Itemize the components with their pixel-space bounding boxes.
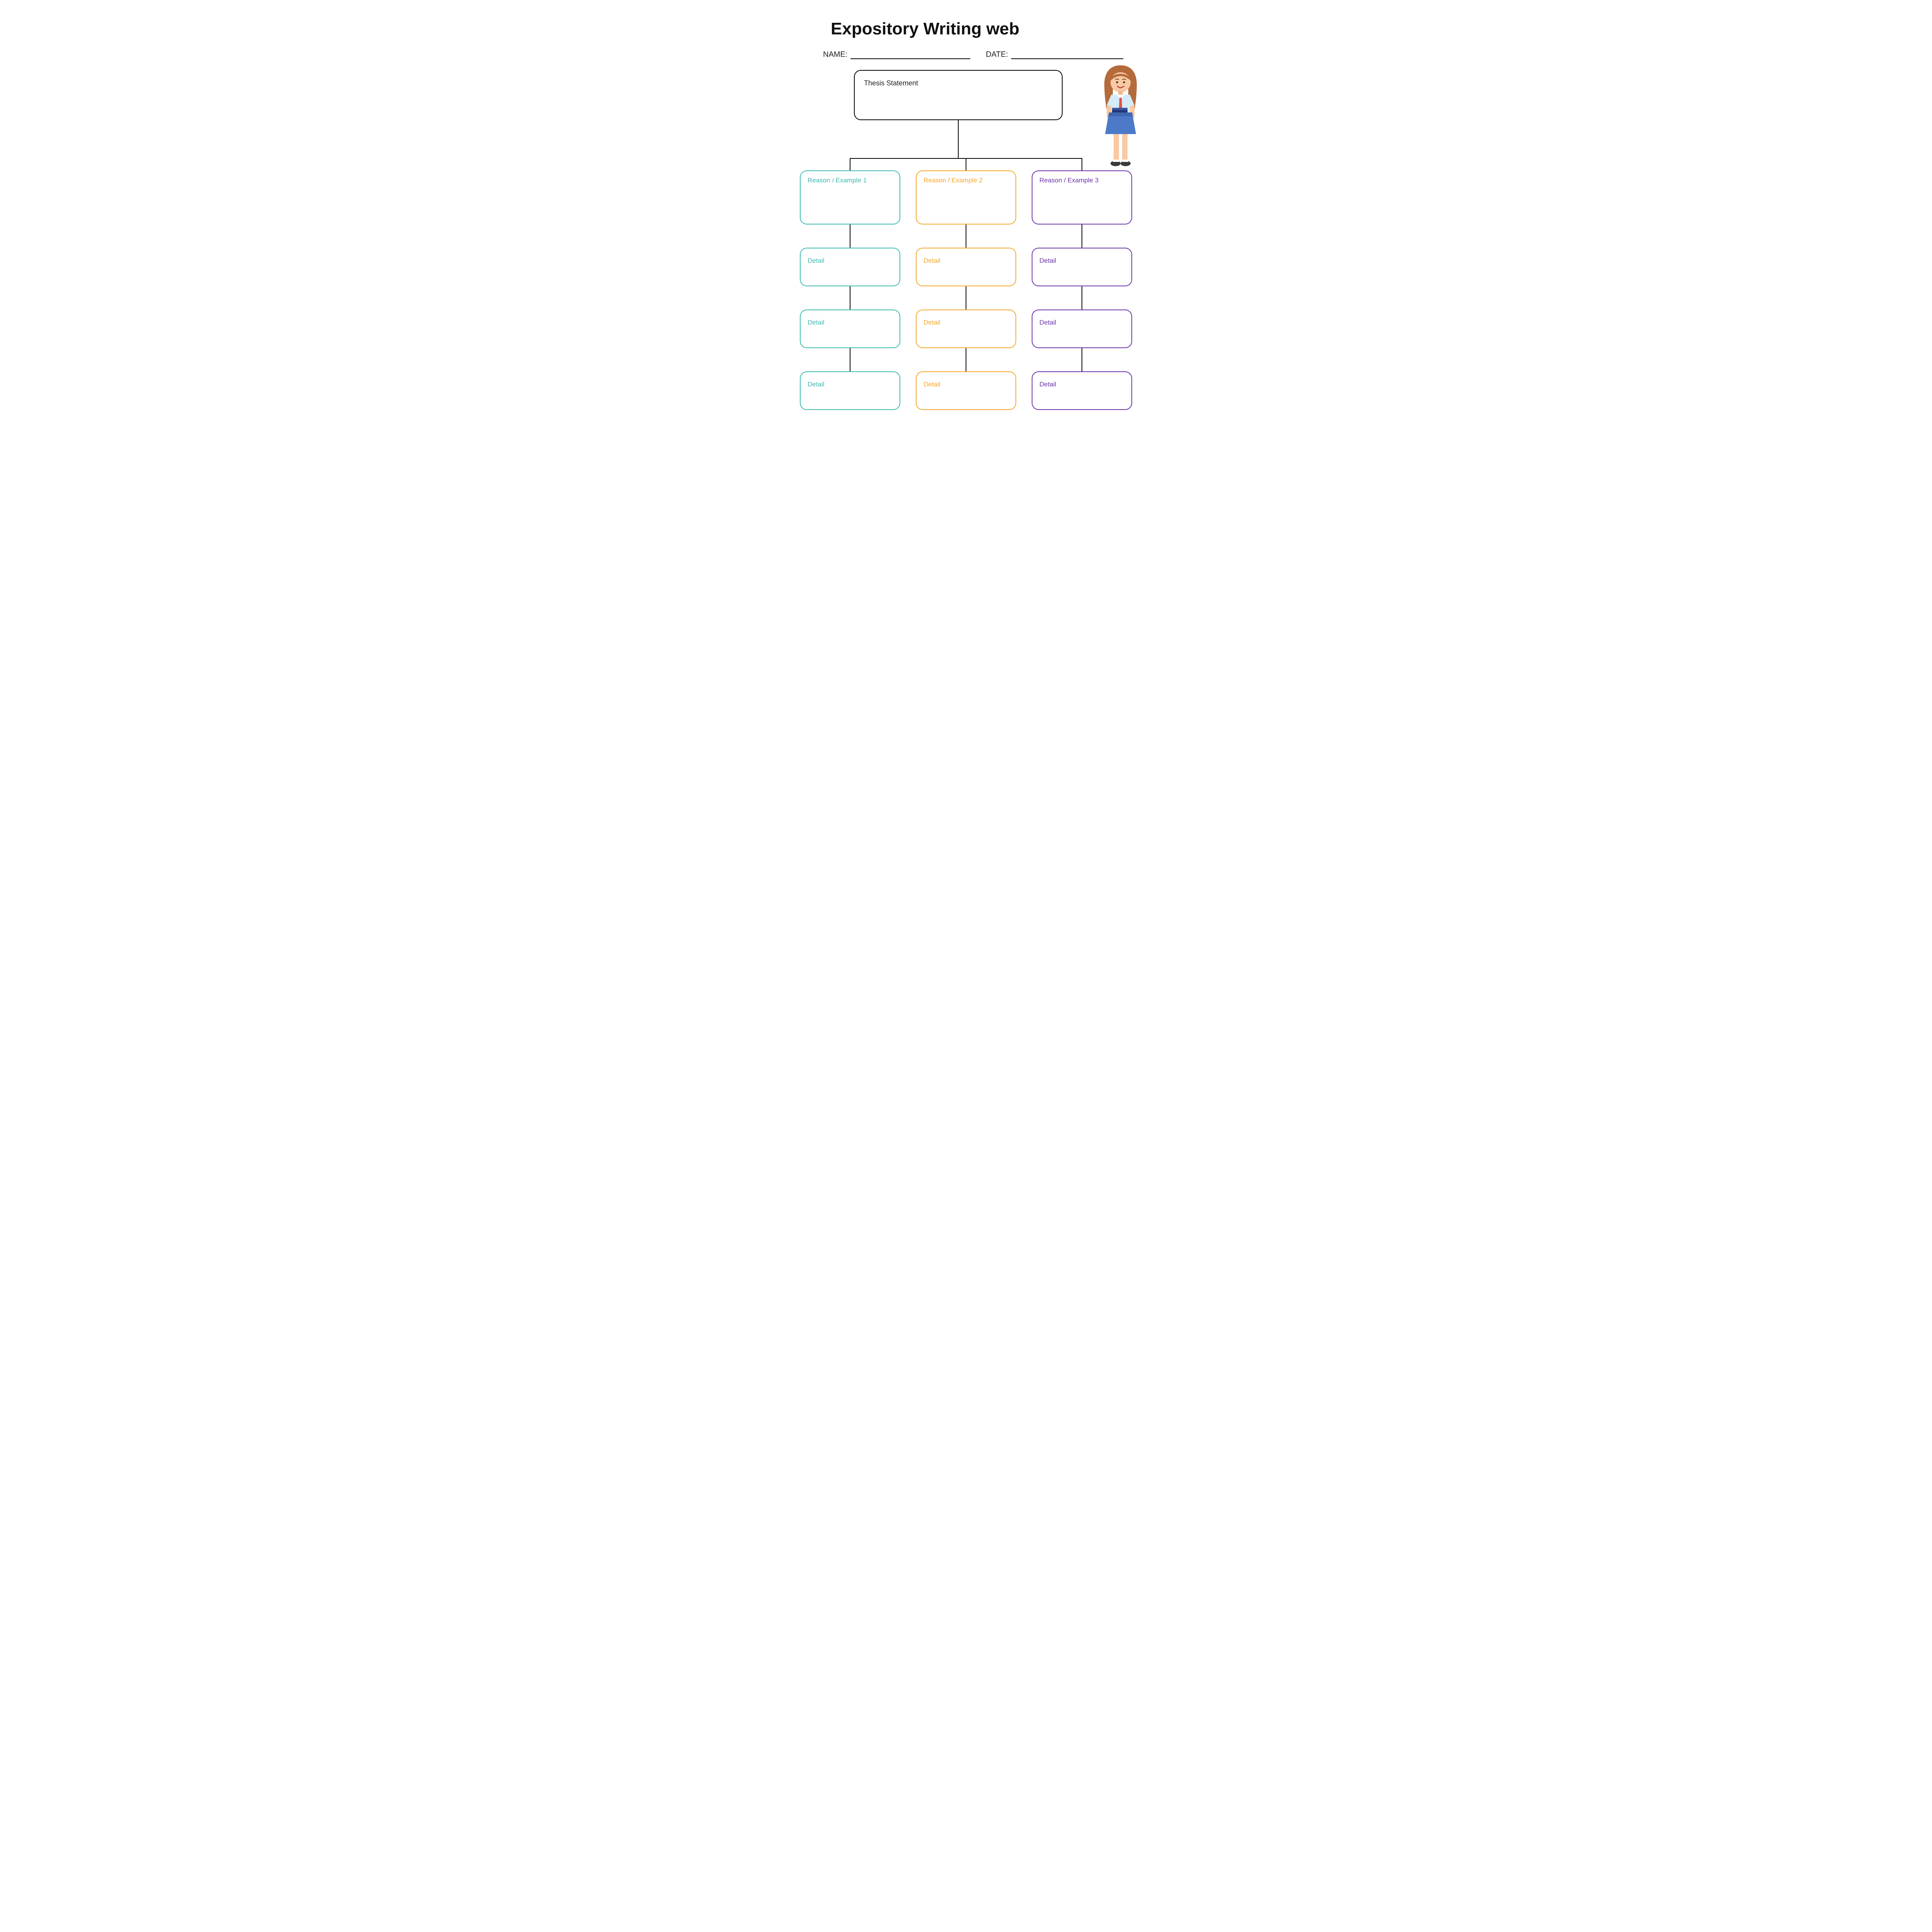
detail-box-2-3[interactable]: Detail xyxy=(916,371,1016,410)
name-field: NAME: xyxy=(823,50,970,59)
reason-label-2: Reason / Example 2 xyxy=(923,177,983,184)
detail-box-2-2[interactable]: Detail xyxy=(916,310,1016,348)
date-label: DATE: xyxy=(986,50,1008,59)
detail-label: Detail xyxy=(808,257,824,264)
name-label: NAME: xyxy=(823,50,847,59)
detail-box-2-1[interactable]: Detail xyxy=(916,248,1016,286)
detail-label: Detail xyxy=(808,319,824,326)
detail-label: Detail xyxy=(808,381,824,388)
thesis-label: Thesis Statement xyxy=(864,79,918,87)
reason-box-3[interactable]: Reason / Example 3 xyxy=(1032,170,1132,224)
page-title: Expository Writing web xyxy=(831,19,1132,39)
reason-box-1[interactable]: Reason / Example 1 xyxy=(800,170,900,224)
detail-label: Detail xyxy=(923,319,940,326)
date-field: DATE: xyxy=(986,50,1123,59)
detail-box-3-3[interactable]: Detail xyxy=(1032,371,1132,410)
detail-label: Detail xyxy=(1039,381,1056,388)
form-fields: NAME: DATE: xyxy=(823,50,1132,59)
detail-box-3-1[interactable]: Detail xyxy=(1032,248,1132,286)
reason-label-1: Reason / Example 1 xyxy=(808,177,867,184)
detail-box-1-3[interactable]: Detail xyxy=(800,371,900,410)
detail-box-1-2[interactable]: Detail xyxy=(800,310,900,348)
connector xyxy=(958,120,959,159)
student-girl-icon xyxy=(1097,62,1144,170)
date-input-line[interactable] xyxy=(1011,51,1123,59)
reason-box-2[interactable]: Reason / Example 2 xyxy=(916,170,1016,224)
detail-label: Detail xyxy=(1039,319,1056,326)
detail-label: Detail xyxy=(923,257,940,264)
detail-label: Detail xyxy=(1039,257,1056,264)
detail-label: Detail xyxy=(923,381,940,388)
detail-box-1-1[interactable]: Detail xyxy=(800,248,900,286)
detail-box-3-2[interactable]: Detail xyxy=(1032,310,1132,348)
name-input-line[interactable] xyxy=(850,51,970,59)
thesis-box[interactable]: Thesis Statement xyxy=(854,70,1063,120)
reason-label-3: Reason / Example 3 xyxy=(1039,177,1099,184)
writing-web-diagram: Thesis Statement Reason / Example 1 Deta… xyxy=(800,70,1132,433)
